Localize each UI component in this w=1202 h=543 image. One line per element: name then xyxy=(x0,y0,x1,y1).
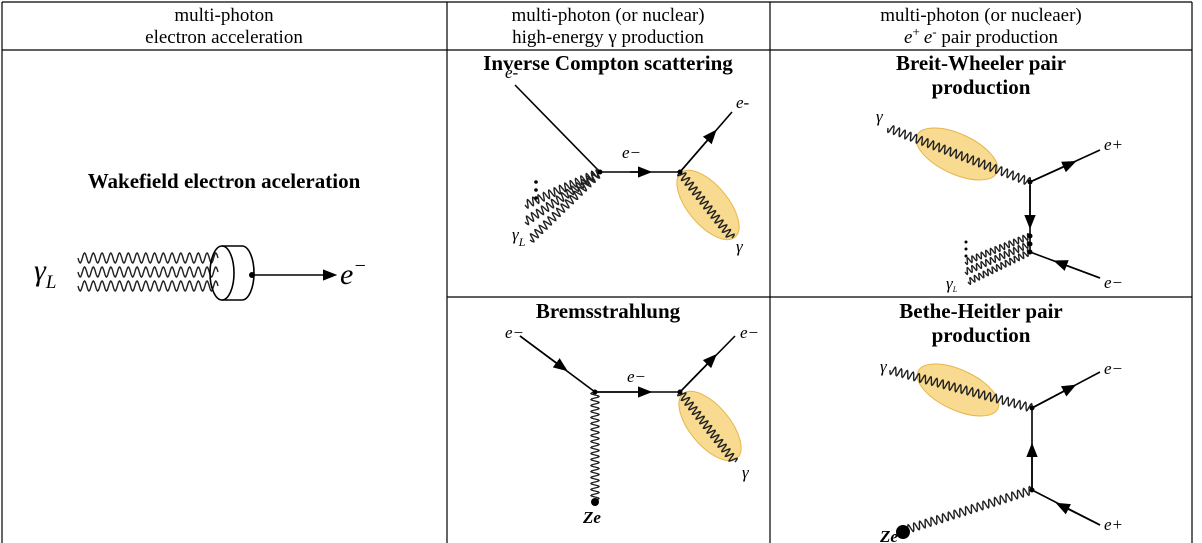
decoration xyxy=(222,246,254,300)
compton-diagram: e- e− e- γL γ xyxy=(505,63,750,256)
decoration xyxy=(965,248,968,251)
decoration xyxy=(1030,488,1035,493)
decoration xyxy=(534,180,538,184)
decoration xyxy=(965,241,968,244)
decoration xyxy=(1028,242,1033,247)
diagram-label: e− xyxy=(627,367,646,386)
decoration xyxy=(515,85,600,172)
decoration xyxy=(520,336,562,367)
diagram-label: γ xyxy=(876,107,884,126)
header-text: multi-photon (or nucleaer) xyxy=(880,5,1082,26)
label-part: L xyxy=(952,285,958,294)
decoration xyxy=(1030,406,1035,411)
diagram-label: γ xyxy=(736,237,744,256)
decoration xyxy=(1028,234,1033,239)
diagram-label: γL xyxy=(512,225,526,249)
cell-title: production xyxy=(932,75,1031,99)
decoration xyxy=(534,196,538,200)
diagram-label: e− xyxy=(340,255,367,291)
header-text: e+e- pair production xyxy=(904,24,1058,48)
label-part: L xyxy=(45,272,57,293)
diagram-label: Ze xyxy=(879,527,898,543)
diagram-label: e− xyxy=(1104,359,1123,378)
decoration xyxy=(1032,388,1070,408)
breit-wheeler-diagram: γ e+ e− γL xyxy=(876,107,1123,294)
diagram-label: e− xyxy=(1104,273,1123,292)
diagram-label: e+ xyxy=(1104,135,1123,154)
decoration xyxy=(534,188,538,192)
diagram-label: e- xyxy=(736,93,750,112)
diagram-label: e- xyxy=(505,63,519,82)
photon-line xyxy=(905,487,1032,534)
cell-title: Bethe-Heitler pair xyxy=(899,299,1062,323)
decoration xyxy=(910,353,1007,426)
label-part: − xyxy=(353,255,367,277)
cell-title: Breit-Wheeler pair xyxy=(896,51,1066,75)
photon-line xyxy=(965,234,1030,265)
label-part: e xyxy=(340,258,353,291)
decoration xyxy=(678,390,683,395)
diagram-label: e− xyxy=(622,143,641,162)
decoration xyxy=(1062,506,1100,525)
cell-title: Bremsstrahlung xyxy=(536,299,681,323)
diagram-label: e+ xyxy=(1104,515,1123,534)
decoration xyxy=(1060,263,1100,278)
decoration xyxy=(1030,164,1070,182)
header-text: multi-photon (or nuclear) xyxy=(511,5,704,26)
decoration xyxy=(965,255,968,258)
header-text: multi-photon xyxy=(174,5,274,26)
diagram-label: γ xyxy=(742,463,750,482)
diagram-label: γL xyxy=(34,254,56,293)
decoration xyxy=(1028,180,1033,185)
header-part: + xyxy=(912,24,919,39)
cell-title: Inverse Compton scattering xyxy=(483,51,733,75)
photon-line xyxy=(78,253,218,263)
cell-title: production xyxy=(932,323,1031,347)
diagram-label: γL xyxy=(946,274,958,294)
process-table: multi-photon electron acceleration multi… xyxy=(0,0,1202,543)
wakefield-diagram: γL e− xyxy=(34,246,367,300)
decoration xyxy=(680,359,712,392)
photon-line xyxy=(591,392,599,500)
photon-line xyxy=(78,267,218,277)
diagram-label: e− xyxy=(740,323,759,342)
bremsstrahlung-diagram: e− e− e− γ Ze xyxy=(505,323,759,527)
decoration xyxy=(593,390,598,395)
photon-line xyxy=(530,170,600,242)
photon-line xyxy=(78,281,218,291)
decoration xyxy=(598,170,603,175)
bethe-heitler-diagram: γ e− e+ Ze xyxy=(879,353,1123,543)
diagram-label: e− xyxy=(505,323,524,342)
header-part: pair production xyxy=(937,27,1059,48)
decoration xyxy=(1028,250,1033,255)
label-part: L xyxy=(518,235,526,249)
diagram-label: γ xyxy=(880,357,888,376)
header-text: high-energy γ production xyxy=(512,27,704,48)
cell-title: Wakefield electron aceleration xyxy=(88,169,361,193)
decoration xyxy=(678,170,683,175)
decoration xyxy=(591,498,599,506)
header-part: e xyxy=(904,27,912,48)
diagram-label: Ze xyxy=(582,508,601,527)
decoration xyxy=(680,135,712,172)
decoration xyxy=(909,117,1006,190)
decoration xyxy=(896,525,910,539)
header-part: e xyxy=(924,27,932,48)
header-text: electron acceleration xyxy=(145,27,303,48)
